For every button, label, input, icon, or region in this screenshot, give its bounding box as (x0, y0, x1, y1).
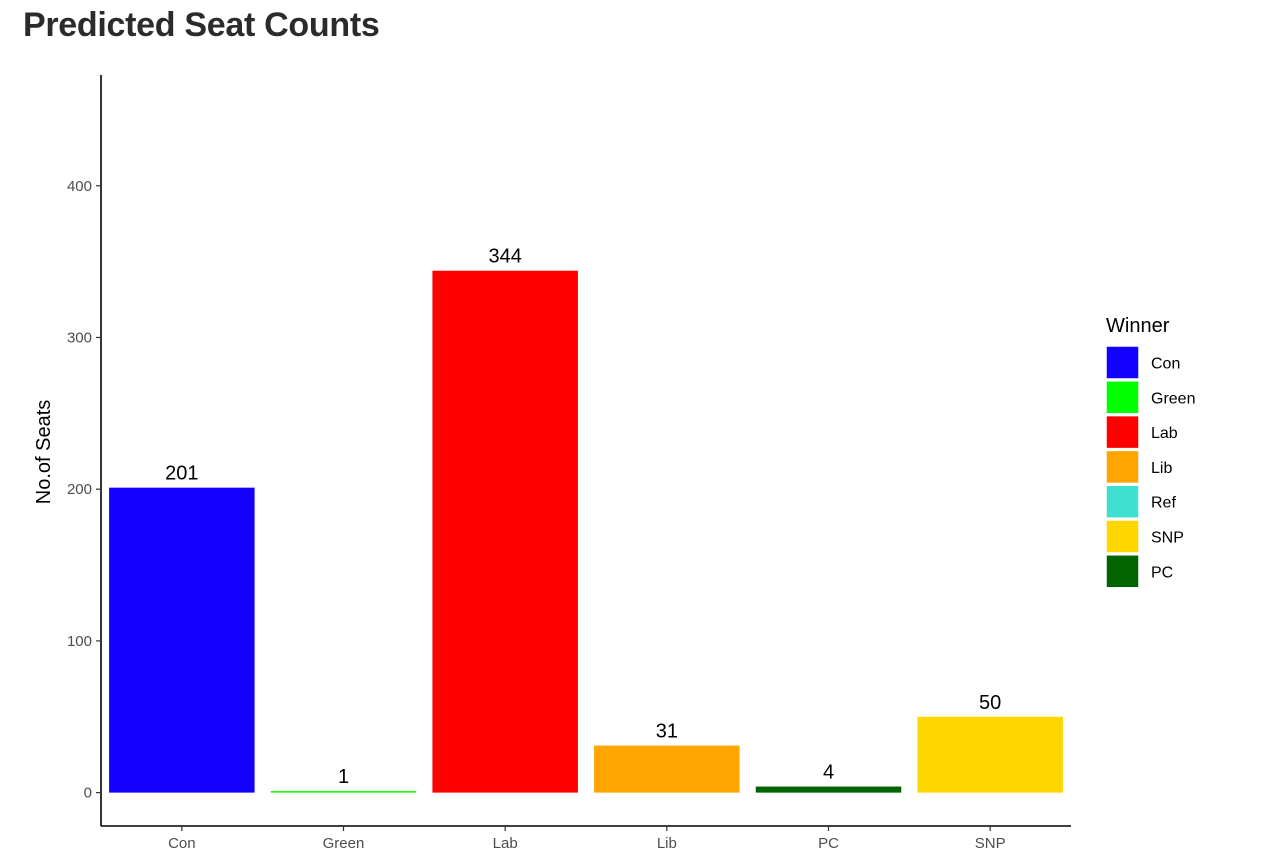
legend-title: Winner (1106, 315, 1170, 337)
legend-swatch-green (1105, 380, 1140, 415)
legend-label: Con (1151, 356, 1180, 373)
y-tick-label: 0 (84, 785, 92, 802)
legend-swatch-con (1105, 345, 1140, 380)
legend-label: Lab (1151, 425, 1178, 442)
bar-value-label: 1 (338, 766, 349, 788)
bar-green (270, 791, 417, 793)
legend-swatch-lab (1105, 414, 1140, 450)
bar-con (109, 487, 255, 793)
legend-swatch-ref (1105, 484, 1140, 519)
y-axis-title: No.of Seats (33, 400, 55, 505)
x-tick-label: Lib (657, 835, 677, 852)
bar-value-label: 201 (165, 463, 198, 485)
bar-labels-group: 201 1 344 31 4 50 (165, 246, 1001, 788)
x-tick-label: Green (323, 835, 365, 852)
chart-title: Predicted Seat Counts (23, 6, 380, 44)
bar-value-label: 344 (488, 246, 521, 268)
bar-lab (432, 270, 578, 793)
y-axis: 0 100 200 300 400 (67, 75, 102, 826)
legend-label: PC (1151, 564, 1173, 581)
y-tick-label: 100 (67, 633, 92, 650)
y-tick-label: 400 (67, 178, 92, 195)
legend-label: SNP (1151, 530, 1184, 547)
bar-snp (917, 716, 1063, 793)
y-tick-label: 300 (67, 329, 92, 346)
legend-swatch-snp (1105, 519, 1140, 554)
legend-label: Lib (1151, 460, 1172, 477)
y-tick-label: 200 (67, 481, 92, 498)
legend-label: Green (1151, 390, 1195, 407)
x-tick-label: PC (818, 835, 839, 852)
bar-value-label: 31 (656, 721, 678, 743)
x-axis: Con Green Lab Lib PC SNP (101, 825, 1071, 852)
bar-value-label: 50 (979, 692, 1001, 714)
legend-swatch-lib (1105, 449, 1140, 485)
bar-lib (594, 745, 740, 793)
legend: Winner Con Green Lab Lib Ref SNP PC (1105, 315, 1195, 589)
bar-value-label: 4 (823, 762, 834, 784)
x-tick-label: Lab (493, 835, 518, 852)
x-tick-label: SNP (975, 835, 1006, 852)
legend-items: Con Green Lab Lib Ref SNP PC (1105, 345, 1195, 589)
legend-swatch-pc (1105, 554, 1140, 589)
bar-pc (755, 786, 902, 793)
x-tick-label: Con (168, 835, 196, 852)
legend-label: Ref (1151, 495, 1176, 512)
bars-group (109, 270, 1063, 793)
